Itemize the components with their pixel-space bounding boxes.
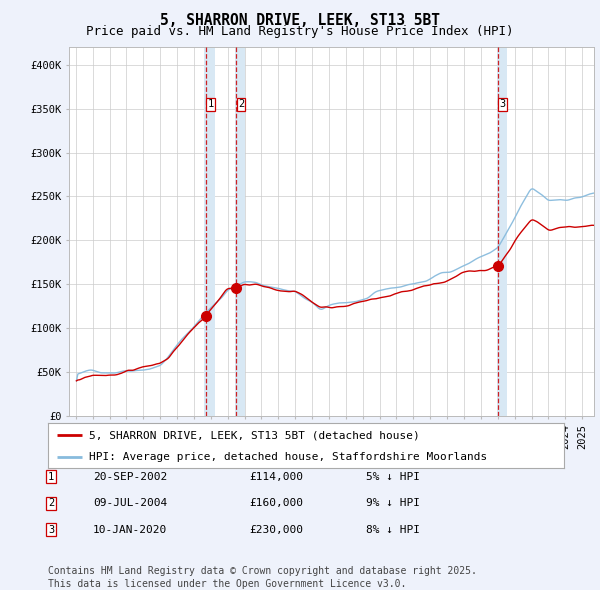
Text: 09-JUL-2004: 09-JUL-2004 [93, 499, 167, 508]
Text: £114,000: £114,000 [249, 472, 303, 481]
Text: 3: 3 [48, 525, 54, 535]
Text: 3: 3 [500, 99, 506, 109]
Text: 5% ↓ HPI: 5% ↓ HPI [366, 472, 420, 481]
Text: 20-SEP-2002: 20-SEP-2002 [93, 472, 167, 481]
Bar [235, 47, 245, 416]
Text: 1: 1 [48, 472, 54, 481]
Text: 2: 2 [238, 99, 244, 109]
Text: 5, SHARRON DRIVE, LEEK, ST13 5BT: 5, SHARRON DRIVE, LEEK, ST13 5BT [160, 13, 440, 28]
Text: 2: 2 [48, 499, 54, 508]
Bar [205, 47, 215, 416]
Text: HPI: Average price, detached house, Staffordshire Moorlands: HPI: Average price, detached house, Staf… [89, 452, 488, 461]
Text: £160,000: £160,000 [249, 499, 303, 508]
Text: 8% ↓ HPI: 8% ↓ HPI [366, 525, 420, 535]
Text: £230,000: £230,000 [249, 525, 303, 535]
Text: 10-JAN-2020: 10-JAN-2020 [93, 525, 167, 535]
Text: 9% ↓ HPI: 9% ↓ HPI [366, 499, 420, 508]
Text: 1: 1 [208, 99, 214, 109]
Bar [497, 47, 507, 416]
Text: Contains HM Land Registry data © Crown copyright and database right 2025.
This d: Contains HM Land Registry data © Crown c… [48, 566, 477, 589]
Text: Price paid vs. HM Land Registry's House Price Index (HPI): Price paid vs. HM Land Registry's House … [86, 25, 514, 38]
Text: 5, SHARRON DRIVE, LEEK, ST13 5BT (detached house): 5, SHARRON DRIVE, LEEK, ST13 5BT (detach… [89, 430, 420, 440]
